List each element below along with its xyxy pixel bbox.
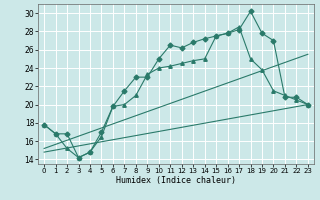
X-axis label: Humidex (Indice chaleur): Humidex (Indice chaleur) bbox=[116, 176, 236, 185]
